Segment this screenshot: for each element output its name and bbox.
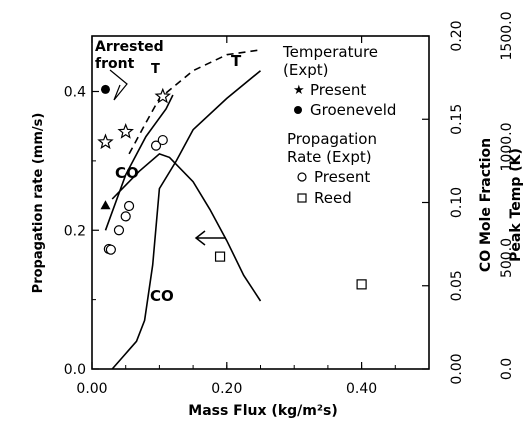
marker-open-circle [105,244,116,255]
legend-temp-title-2: (Expt) [283,61,328,79]
marker-filled-circle [100,84,110,94]
legend-rate-title-2: Rate (Expt) [287,148,372,166]
x-tick-label: 0.00 [76,381,107,397]
marker-filled-triangle [100,200,111,210]
marker-open-square [214,251,226,262]
curve-7 [128,49,261,155]
curves-layer [104,49,262,370]
annotation-arrested-front-1: Arrested front [95,39,169,72]
markers-layer [97,84,367,290]
y-right1-tick-label: 0.15 [449,104,465,135]
annotation-arrested-line2: front [95,56,135,72]
marker-star [97,133,114,150]
y-left-tick-label: 0.4 [64,85,86,101]
y-right2-tick-label: 1500.0 [499,12,515,61]
marker-star [154,87,171,104]
curve-5 [111,70,262,370]
x-axis-label: Mass Flux (kg/m²s) [188,403,337,419]
marker-open-circle [157,134,168,146]
marker-open-circle [120,211,131,222]
y-axis-left-label: Propagation rate (mm/s) [31,113,46,294]
legend-rate-reed: Reed [314,189,352,207]
curve-8 [111,152,262,302]
annotation-arrested-line1: Arrested [95,39,164,55]
y-right1-tick-label: 0.10 [449,187,465,218]
annotation-co-upper: CO [115,164,139,182]
marker-open-square [356,279,367,290]
y-axis-right-1-label: CO Mole Fraction [478,138,494,272]
y-right2-tick-label: 500.0 [499,238,515,278]
y-left-tick-label: 0.0 [64,362,86,378]
legend-open-square-icon [297,193,307,203]
y-right1-tick-label: 0.20 [449,20,465,51]
legend-temp-groeneveld: Groeneveld [310,101,396,119]
annotation-t-1: T [151,62,160,77]
left-arrow [194,230,226,246]
y-right2-tick-label: 1000.0 [499,123,515,172]
y-axis-right-2-label: Peak Temp (K) [508,148,524,262]
ticks-layer: 0.00 0.20 0.40 0.0 0.2 0.4 0.00 0.05 0.10 0.15 0.2… [64,12,515,398]
x-tick-label: 0.20 [211,381,242,397]
legend-temp-title-1: Temperature [282,43,378,61]
legend-open-circle-icon [297,172,307,182]
marker-open-circle [150,140,162,151]
annotation-t-2: T [231,52,242,70]
legend-rate-title-1: Propagation [287,130,377,148]
marker-star [117,123,134,139]
curve-6 [104,94,174,231]
legend-temp-present: Present [310,81,366,99]
y-right2-tick-label: 0.0 [499,358,515,380]
y-right1-tick-label: 0.00 [449,353,465,384]
legend-rate-present: Present [314,168,370,186]
arrested-front-pointer [109,69,128,101]
legend: Temperature (Expt) ★ Present Groeneveld … [282,43,396,207]
plot-frame [91,35,430,370]
x-tick-label: 0.40 [346,381,377,397]
legend-star-symbol: ★ [293,83,305,98]
y-right1-tick-label: 0.05 [449,270,465,301]
marker-open-circle [123,200,135,212]
y-left-tick-label: 0.2 [64,223,86,239]
annotation-co-lower: CO [150,287,174,305]
marker-open-circle [113,225,125,236]
legend-filled-circle-icon [294,106,302,114]
